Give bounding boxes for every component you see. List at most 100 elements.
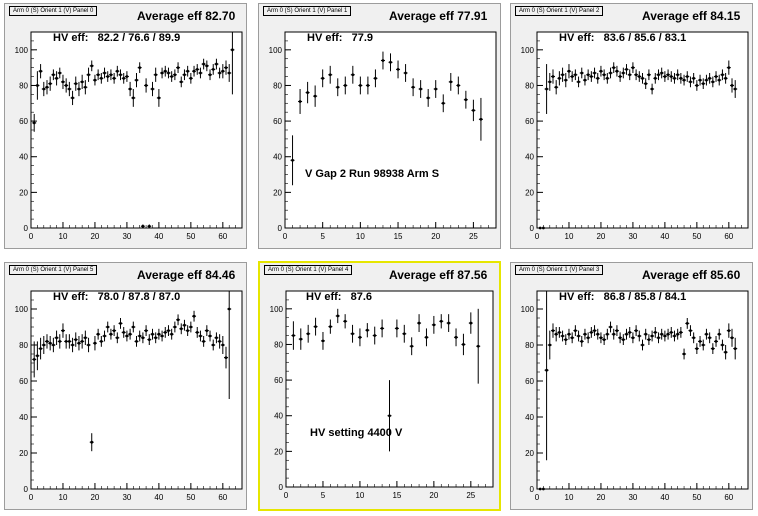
- marker: [221, 70, 224, 73]
- marker: [81, 340, 84, 343]
- marker: [33, 358, 36, 361]
- y-tick-label: 100: [521, 305, 535, 314]
- hv-value: 78.0 / 87.8 / 87.0: [98, 291, 181, 303]
- marker: [135, 340, 138, 343]
- y-tick-label: 40: [273, 153, 282, 162]
- marker: [464, 98, 467, 101]
- marker: [603, 73, 606, 76]
- marker: [692, 336, 695, 339]
- x-tick-label: 5: [320, 232, 325, 241]
- x-tick-label: 30: [122, 493, 131, 502]
- marker: [52, 344, 55, 347]
- x-tick-label: 10: [59, 232, 68, 241]
- marker: [686, 75, 689, 78]
- y-tick-label: 60: [19, 377, 28, 386]
- marker: [299, 338, 302, 341]
- plot-frame: [31, 291, 242, 489]
- marker: [145, 329, 148, 332]
- y-tick-label: 100: [521, 46, 535, 55]
- marker: [552, 329, 555, 332]
- hv-eff: HV eff: 82.2 / 76.6 / 89.9: [53, 32, 180, 44]
- marker: [196, 68, 199, 71]
- marker: [457, 84, 460, 87]
- marker: [692, 77, 695, 80]
- marker: [84, 336, 87, 339]
- plot-panel-1: 0204060801000 5 10 15 20 25: [259, 4, 502, 250]
- y-tick-label: 20: [525, 449, 534, 458]
- marker: [225, 66, 228, 69]
- x-tick-label: 20: [90, 232, 99, 241]
- pad-panel-1: 0 20 40 60 80 100 0 5 10 15 20 25 Arm 0 (S) Orient …: [258, 3, 501, 249]
- marker: [638, 75, 641, 78]
- marker: [590, 331, 593, 334]
- marker: [129, 88, 132, 91]
- pad-panel-0: 0 20 40 60 80 100 0 10 20 30 40 50 60 Arm 0 (S) Orie…: [4, 3, 247, 249]
- x-tick-label: 10: [565, 493, 574, 502]
- marker: [129, 333, 132, 336]
- hv-label: HV eff:: [559, 291, 594, 303]
- marker: [49, 342, 52, 345]
- marker: [225, 356, 228, 359]
- marker: [215, 336, 218, 339]
- marker: [173, 73, 176, 76]
- marker: [574, 329, 577, 332]
- marker: [205, 64, 208, 67]
- marker: [382, 59, 385, 62]
- marker: [148, 338, 151, 341]
- marker: [307, 332, 310, 335]
- marker: [727, 329, 730, 332]
- average-eff: Average eff 84.15: [642, 9, 740, 23]
- pad-panel-3: 0 20 40 60 80 100 0 10 20 30 40 50 60 Arm 0 (S) Orie…: [510, 262, 753, 510]
- average-eff: Average eff 85.60: [642, 268, 740, 282]
- marker: [695, 347, 698, 350]
- x-tick-label: 20: [429, 491, 438, 500]
- marker: [81, 80, 84, 83]
- marker: [119, 73, 122, 76]
- hv-label: HV eff:: [307, 32, 342, 44]
- pad-panel-4[interactable]: 0 20 40 60 80 100 0 5 10 15 20 25 Arm 0 (S) Orient …: [258, 261, 501, 511]
- marker: [329, 73, 332, 76]
- marker: [164, 331, 167, 334]
- plot-frame: [537, 32, 748, 228]
- marker: [555, 333, 558, 336]
- marker: [673, 77, 676, 80]
- y-tick-label: 80: [273, 81, 282, 90]
- marker: [62, 80, 65, 83]
- marker: [568, 70, 571, 73]
- marker: [336, 86, 339, 89]
- marker: [462, 343, 465, 346]
- marker: [36, 354, 39, 357]
- marker: [366, 84, 369, 87]
- x-tick-label: 25: [466, 491, 475, 500]
- hv-eff: HV eff: 77.9: [307, 32, 373, 44]
- marker: [689, 329, 692, 332]
- pad-title: Arm 0 (S) Orient 1 (V) Panel 4: [264, 265, 352, 275]
- x-tick-label: 0: [29, 232, 34, 241]
- marker: [202, 340, 205, 343]
- marker: [469, 322, 472, 325]
- marker: [132, 97, 135, 100]
- y-tick-label: 80: [19, 81, 28, 90]
- marker: [702, 344, 705, 347]
- marker: [715, 75, 718, 78]
- hv-label: HV eff:: [53, 291, 88, 303]
- marker: [548, 80, 551, 83]
- marker: [344, 84, 347, 87]
- marker: [116, 336, 119, 339]
- marker: [577, 80, 580, 83]
- marker: [344, 320, 347, 323]
- marker: [577, 335, 580, 338]
- marker: [679, 77, 682, 80]
- marker: [141, 225, 144, 228]
- marker: [705, 79, 708, 82]
- marker: [641, 344, 644, 347]
- average-eff: Average eff 82.70: [137, 9, 235, 23]
- marker: [292, 334, 295, 337]
- x-tick-label: 20: [596, 493, 605, 502]
- y-tick-label: 20: [525, 188, 534, 197]
- x-tick-label: 10: [356, 232, 365, 241]
- plot-panel-4: 0204060801000 5 10 15 20 25: [260, 263, 499, 509]
- x-tick-label: 5: [321, 491, 326, 500]
- marker: [209, 335, 212, 338]
- x-tick-label: 10: [565, 232, 574, 241]
